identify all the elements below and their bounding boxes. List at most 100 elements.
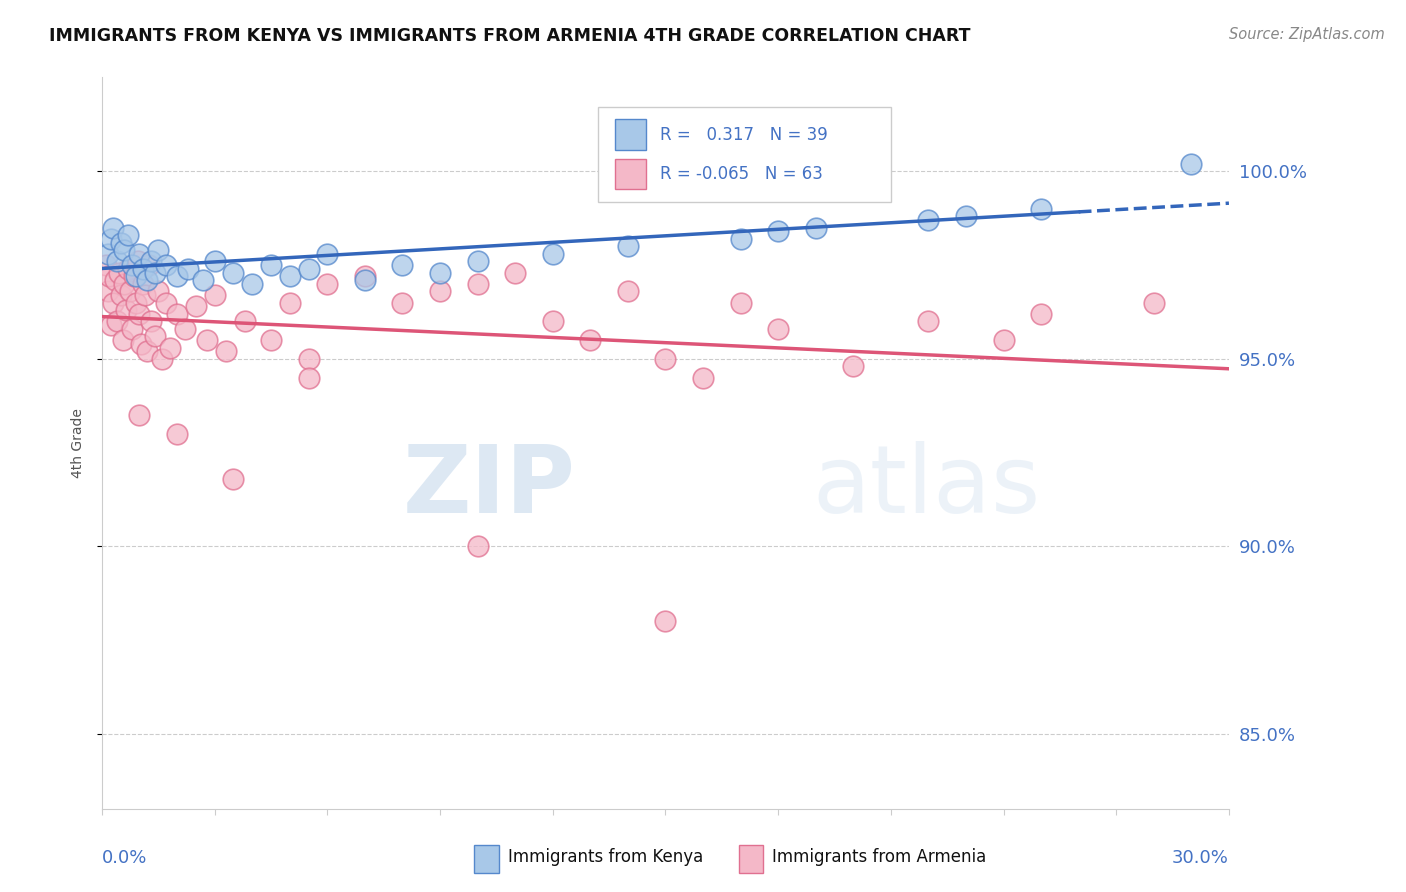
- Point: [132, 261, 155, 276]
- Point: [139, 254, 162, 268]
- Point: [391, 258, 413, 272]
- Point: [127, 254, 149, 268]
- Point: [654, 615, 676, 629]
- Text: Source: ZipAtlas.com: Source: ZipAtlas.com: [1229, 27, 1385, 42]
- Point: [766, 322, 789, 336]
- FancyBboxPatch shape: [738, 845, 763, 872]
- Point: [150, 351, 173, 366]
- Point: [467, 540, 489, 554]
- Point: [692, 370, 714, 384]
- Point: [917, 314, 939, 328]
- Point: [120, 285, 142, 299]
- Point: [100, 232, 122, 246]
- Point: [222, 472, 245, 486]
- FancyBboxPatch shape: [614, 120, 647, 150]
- Point: [110, 288, 132, 302]
- Text: atlas: atlas: [811, 442, 1040, 533]
- Point: [143, 266, 166, 280]
- Text: Immigrants from Kenya: Immigrants from Kenya: [508, 847, 703, 865]
- Point: [155, 295, 177, 310]
- Point: [166, 307, 188, 321]
- Point: [1029, 202, 1052, 216]
- Point: [100, 318, 122, 332]
- Point: [155, 258, 177, 272]
- Point: [993, 333, 1015, 347]
- Text: 30.0%: 30.0%: [1173, 849, 1229, 867]
- Point: [917, 213, 939, 227]
- Point: [101, 295, 124, 310]
- Point: [104, 273, 127, 287]
- Text: R = -0.065   N = 63: R = -0.065 N = 63: [659, 165, 823, 183]
- Point: [128, 246, 150, 260]
- Point: [467, 254, 489, 268]
- Point: [134, 288, 156, 302]
- Point: [125, 269, 148, 284]
- Point: [195, 333, 218, 347]
- Point: [579, 333, 602, 347]
- Point: [260, 333, 283, 347]
- Point: [804, 220, 827, 235]
- Point: [617, 285, 640, 299]
- Point: [121, 322, 143, 336]
- Point: [391, 295, 413, 310]
- Point: [842, 359, 865, 374]
- Point: [1180, 157, 1202, 171]
- Point: [96, 285, 118, 299]
- Point: [1143, 295, 1166, 310]
- Point: [138, 258, 160, 272]
- Y-axis label: 4th Grade: 4th Grade: [72, 409, 86, 478]
- Point: [148, 285, 170, 299]
- Point: [204, 254, 226, 268]
- Text: Immigrants from Armenia: Immigrants from Armenia: [772, 847, 987, 865]
- Point: [541, 314, 564, 328]
- Point: [114, 243, 136, 257]
- FancyBboxPatch shape: [598, 107, 891, 202]
- Point: [122, 269, 145, 284]
- Point: [297, 351, 319, 366]
- Point: [730, 232, 752, 246]
- Point: [125, 295, 148, 310]
- Point: [114, 277, 136, 291]
- Point: [117, 227, 139, 242]
- Point: [316, 246, 339, 260]
- Point: [766, 224, 789, 238]
- Point: [101, 220, 124, 235]
- Point: [105, 254, 128, 268]
- Point: [215, 344, 238, 359]
- Point: [98, 269, 121, 284]
- Point: [108, 266, 131, 280]
- Point: [204, 288, 226, 302]
- Point: [184, 299, 207, 313]
- Point: [354, 273, 377, 287]
- Point: [121, 258, 143, 272]
- Text: IMMIGRANTS FROM KENYA VS IMMIGRANTS FROM ARMENIA 4TH GRADE CORRELATION CHART: IMMIGRANTS FROM KENYA VS IMMIGRANTS FROM…: [49, 27, 970, 45]
- Point: [128, 408, 150, 422]
- Point: [260, 258, 283, 272]
- Point: [115, 303, 138, 318]
- Point: [132, 277, 155, 291]
- Point: [148, 243, 170, 257]
- Point: [297, 261, 319, 276]
- Point: [240, 277, 263, 291]
- Point: [278, 295, 301, 310]
- Point: [131, 336, 153, 351]
- Point: [173, 322, 195, 336]
- Point: [193, 273, 215, 287]
- Point: [166, 269, 188, 284]
- Point: [354, 269, 377, 284]
- Point: [503, 266, 526, 280]
- Point: [96, 246, 118, 260]
- FancyBboxPatch shape: [614, 159, 647, 189]
- Point: [136, 273, 159, 287]
- Point: [222, 266, 245, 280]
- Point: [110, 235, 132, 250]
- Point: [297, 370, 319, 384]
- Point: [617, 239, 640, 253]
- Text: R =   0.317   N = 39: R = 0.317 N = 39: [659, 126, 828, 144]
- Point: [94, 258, 117, 272]
- FancyBboxPatch shape: [474, 845, 499, 872]
- Point: [136, 344, 159, 359]
- Point: [166, 426, 188, 441]
- Point: [654, 351, 676, 366]
- Text: 0.0%: 0.0%: [101, 849, 148, 867]
